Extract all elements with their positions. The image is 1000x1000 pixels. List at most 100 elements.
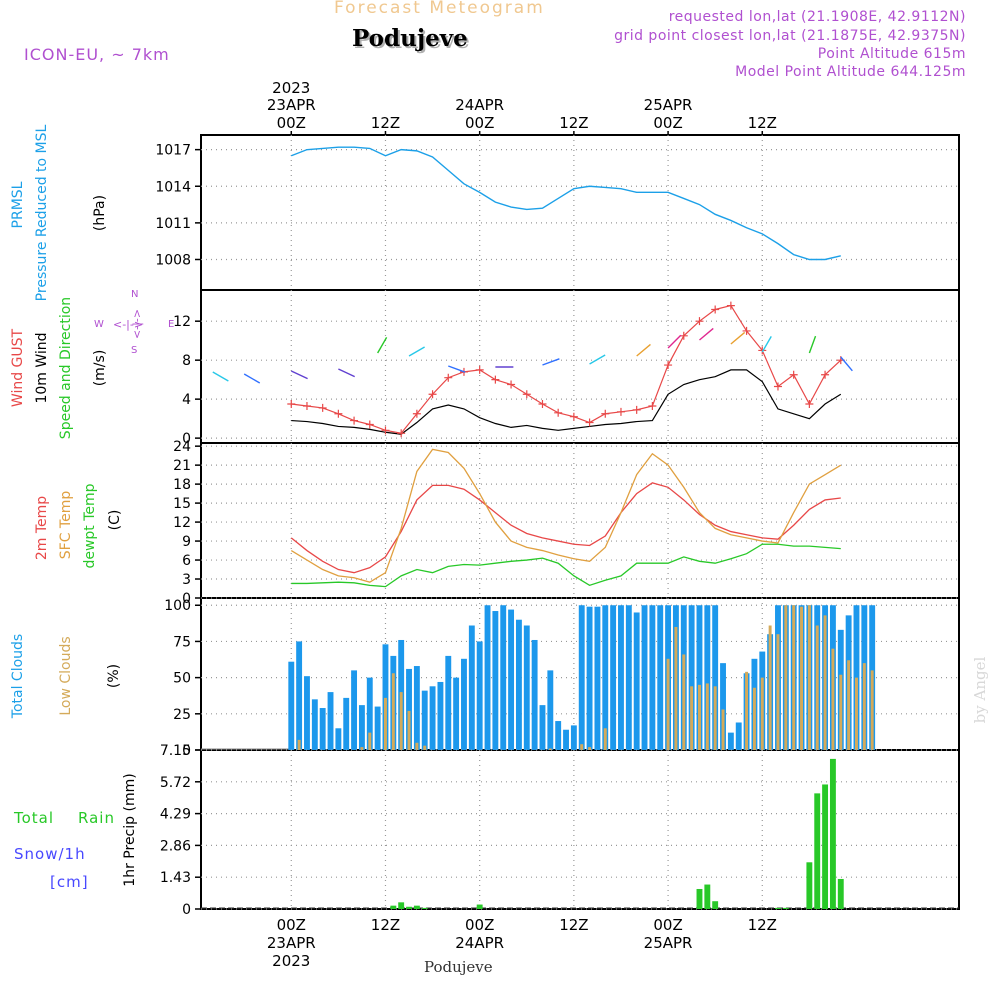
total-cloud-bar (602, 605, 609, 750)
low-cloud-bar (855, 677, 858, 750)
bottom-year-label: 2023 (272, 952, 310, 970)
wind-arrow (448, 365, 466, 373)
gust-marker (334, 409, 343, 418)
total-cloud-bar (343, 697, 350, 750)
low-cloud-bar (423, 745, 427, 750)
total-cloud-bar (735, 722, 742, 750)
total-cloud-bar (539, 705, 546, 750)
bottom-hour-label: 00Z (277, 916, 306, 934)
y-tick-label: 4 (182, 392, 191, 408)
wind-arrow (243, 373, 261, 384)
top-date-label: 25APR (644, 96, 693, 114)
y-tick-label: 0 (182, 431, 191, 447)
y-tick-label: 18 (173, 477, 191, 493)
total-cloud-bar (406, 668, 412, 750)
gust-marker (365, 420, 374, 429)
low-cloud-bar (831, 648, 835, 750)
total-cloud-bar (288, 661, 295, 750)
gust-marker (302, 401, 311, 410)
bottom-hour-label: 12Z (748, 916, 777, 934)
wind-arrow (840, 356, 853, 372)
y-tick-label: 12 (173, 314, 191, 330)
low-cloud-bar (823, 615, 827, 750)
gust-marker (318, 403, 327, 412)
low-cloud-bar (847, 660, 851, 750)
y-tick-label: 75 (173, 634, 191, 650)
wind-arrow (338, 368, 355, 378)
low-cloud-bar (588, 747, 592, 750)
y-tick-label: 25 (173, 707, 191, 723)
wind-speed-line (291, 369, 842, 435)
top-hour-label: 12Z (748, 114, 777, 132)
gust-marker (616, 407, 625, 416)
low-cloud-bar (666, 658, 670, 750)
total-cloud-bar (625, 605, 632, 750)
point-altitude: Point Altitude 615m (817, 46, 966, 62)
panel-frame-1 (200, 134, 960, 291)
gust-marker (491, 375, 500, 384)
total-cloud-bar (382, 644, 389, 750)
total-cloud-bar (327, 692, 334, 750)
total-cloud-bar (296, 641, 303, 750)
total-cloud-bar (720, 663, 726, 750)
rain-label: Rain (78, 809, 115, 827)
low-cloud-bar (698, 684, 701, 750)
gust-marker (805, 400, 814, 409)
top-hour-label: 00Z (465, 114, 494, 132)
total-cloud-bar (304, 676, 310, 750)
footer-station: Podujeve (424, 958, 493, 976)
y-tick-label: 1008 (155, 252, 191, 268)
y-tick-label: 0 (182, 743, 191, 759)
total-cloud-bar (586, 606, 593, 750)
total-cloud-bar (445, 655, 452, 750)
y-tick-label: 1017 (155, 143, 191, 159)
total-cloud-bar (421, 690, 428, 750)
total-cloud-bar (335, 728, 342, 750)
total-cloud-bar (610, 605, 617, 750)
model-altitude: Model Point Altitude 644.125m (735, 64, 966, 80)
low-cloud-bar (713, 686, 717, 750)
low-cloud-bar (815, 625, 819, 750)
bottom-hour-label: 12Z (559, 916, 588, 934)
rain-bar (814, 793, 821, 909)
compass-north: N (131, 289, 139, 300)
gust-marker (726, 301, 735, 310)
temp-2m-line (290, 482, 841, 574)
gust-marker (758, 346, 767, 355)
total-cloud-bar (633, 612, 640, 750)
y-tick-label: 9 (182, 534, 191, 550)
bottom-hour-label: 12Z (371, 916, 400, 934)
rain-bar (712, 901, 719, 909)
y-tick-label: 0 (182, 902, 191, 918)
bottom-date-label: 25APR (644, 934, 693, 952)
y-tick-label: 8 (182, 353, 191, 369)
wind-arrow (408, 346, 425, 357)
wind-arrow (667, 334, 682, 349)
wind-arrow (730, 331, 746, 345)
low-cloud-bar (391, 673, 395, 750)
low-cloud-bar (407, 710, 411, 750)
gust-marker (773, 382, 782, 391)
low-cloud-bar (768, 625, 772, 750)
low-cloud-bar (603, 728, 607, 750)
bottom-hour-label: 00Z (653, 916, 682, 934)
top-hour-label: 12Z (559, 114, 588, 132)
panel-frame-3 (200, 442, 960, 599)
total-rain-label: Total (14, 809, 55, 827)
wind-arrow (761, 336, 772, 353)
total-cloud-bar (319, 708, 326, 750)
low-cloud-bar (862, 663, 866, 750)
gust-marker (664, 361, 673, 370)
wind-gust-line (291, 304, 842, 434)
low-cloud-bar (580, 744, 584, 750)
gust-marker (789, 370, 798, 379)
y-tick-label: 5.72 (160, 775, 191, 791)
total-cloud-bar (696, 605, 703, 750)
y-tick-label: 1014 (155, 179, 191, 195)
y-tick-label: 1011 (155, 216, 191, 232)
gust-marker (601, 409, 610, 418)
total-cloud-bar (351, 670, 358, 750)
rain-bar (782, 907, 789, 909)
low-cloud-bar (800, 606, 803, 750)
